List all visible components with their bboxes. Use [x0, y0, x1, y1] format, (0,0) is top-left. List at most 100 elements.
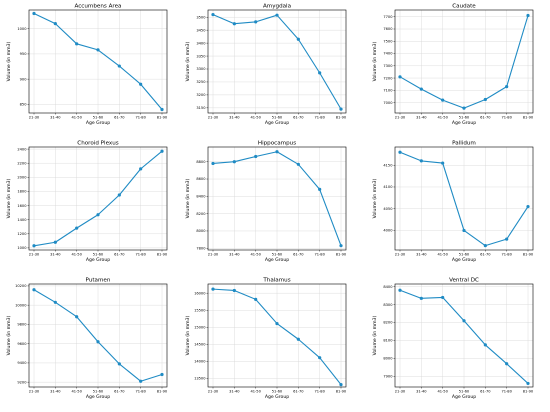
data-point: [462, 106, 466, 110]
x-tick-label: 41-50: [437, 116, 448, 120]
subplot-putamen: Putamen 21-30 31-40 41-50 51-60 61-70 71-80 81-…: [6, 278, 168, 401]
y-tick-label: 3450: [196, 28, 206, 32]
x-tick-label: 31-40: [50, 390, 61, 394]
y-tick-label: 8400: [196, 195, 206, 199]
x-axis-label: Age Group: [265, 257, 289, 263]
y-tick-label: 3200: [196, 93, 206, 97]
x-tick-label: 51-60: [459, 253, 470, 257]
chart-title: Caudate: [452, 4, 476, 10]
data-point: [75, 226, 79, 230]
y-tick-label: 1400: [17, 218, 27, 222]
x-tick-label: 81-90: [523, 253, 534, 257]
chart-title: Hippocampus: [258, 141, 296, 147]
y-tick-label: 3300: [196, 67, 206, 71]
x-tick-label: 51-60: [272, 390, 283, 394]
data-point: [32, 244, 36, 248]
y-tick-label: 7500: [383, 39, 393, 43]
y-tick-label: 2000: [17, 176, 27, 180]
x-tick-label: 51-60: [459, 116, 470, 120]
data-point: [398, 150, 402, 154]
y-tick-label: 9400: [17, 361, 27, 365]
x-tick-label: 81-90: [523, 390, 534, 394]
data-point: [232, 288, 236, 293]
x-tick-label: 31-40: [50, 253, 61, 257]
x-tick-label: 61-70: [293, 116, 304, 120]
y-axis-label: Volume (in mm3): [372, 178, 378, 218]
x-tick-label: 81-90: [336, 253, 347, 257]
x-tick-label: 51-60: [93, 390, 104, 394]
x-tick-label: 41-50: [71, 390, 82, 394]
y-tick-label: 2400: [17, 147, 27, 151]
x-tick-label: 21-30: [208, 253, 219, 257]
chart-title: Choroid Plexus: [77, 141, 118, 147]
x-axis-label: Age Group: [452, 120, 476, 126]
y-axis-label: Volume (in mm3): [6, 41, 12, 81]
data-point: [505, 237, 509, 241]
data-point: [75, 315, 79, 319]
x-tick-label: 81-90: [336, 116, 347, 120]
data-point: [232, 160, 236, 164]
data-point: [160, 372, 164, 377]
subplot-amygdala: Amygdala 21-30 31-40 41-50 51-60 61-70 71-80 81…: [185, 4, 347, 127]
data-point: [419, 296, 423, 300]
y-tick-label: 3500: [196, 15, 206, 19]
x-tick-label: 61-70: [480, 253, 491, 257]
y-tick-label: 7200: [383, 76, 393, 80]
data-point: [526, 204, 530, 209]
data-point: [53, 300, 57, 304]
data-point: [32, 11, 36, 16]
y-axis-label: Volume (in mm3): [185, 41, 191, 81]
data-point: [339, 383, 343, 387]
y-tick-label: 7700: [383, 15, 393, 19]
x-tick-label: 21-30: [29, 116, 40, 120]
data-point: [117, 193, 121, 197]
y-axis-label: Volume (in mm3): [6, 315, 12, 355]
x-tick-label: 51-60: [93, 253, 104, 257]
data-point: [275, 150, 279, 154]
data-point: [462, 228, 466, 233]
y-tick-label: 7400: [383, 52, 393, 56]
y-tick-label: 8000: [383, 357, 393, 361]
data-point: [526, 381, 530, 386]
data-point: [53, 240, 57, 244]
x-tick-label: 51-60: [93, 116, 104, 120]
x-tick-label: 71-80: [501, 390, 512, 394]
x-tick-label: 51-60: [272, 116, 283, 120]
y-axis-label: Volume (in mm3): [185, 315, 191, 355]
y-axis-label: Volume (in mm3): [6, 178, 12, 218]
data-point: [318, 356, 322, 360]
data-point: [211, 287, 215, 291]
y-tick-label: 3150: [196, 106, 206, 110]
data-point: [296, 37, 300, 41]
data-point: [211, 13, 215, 17]
y-tick-label: 9600: [17, 342, 27, 346]
x-axis-label: Age Group: [86, 394, 110, 400]
data-point: [139, 167, 143, 171]
x-tick-label: 41-50: [250, 116, 261, 120]
data-point: [419, 87, 423, 91]
y-axis-label: Volume (in mm3): [372, 315, 378, 355]
x-tick-label: 81-90: [157, 390, 168, 394]
data-point: [232, 22, 236, 26]
chart-title: Amygdala: [263, 4, 291, 10]
y-tick-label: 950: [20, 52, 28, 56]
x-tick-label: 71-80: [135, 253, 146, 257]
y-tick-label: 7100: [383, 89, 393, 93]
data-point: [160, 107, 164, 112]
data-point: [296, 162, 300, 166]
x-tick-label: 31-40: [229, 390, 240, 394]
x-tick-label: 21-30: [29, 390, 40, 394]
y-tick-label: 10000: [15, 303, 27, 307]
data-point: [318, 71, 322, 75]
x-tick-label: 31-40: [50, 116, 61, 120]
x-tick-label: 81-90: [157, 253, 168, 257]
y-tick-label: 850: [20, 103, 28, 107]
data-point: [339, 107, 343, 111]
y-tick-label: 8200: [383, 321, 393, 325]
data-point: [505, 85, 509, 89]
y-tick-label: 7300: [383, 64, 393, 68]
y-tick-label: 14500: [194, 343, 206, 347]
data-point: [96, 340, 100, 344]
x-tick-label: 21-30: [395, 116, 406, 120]
